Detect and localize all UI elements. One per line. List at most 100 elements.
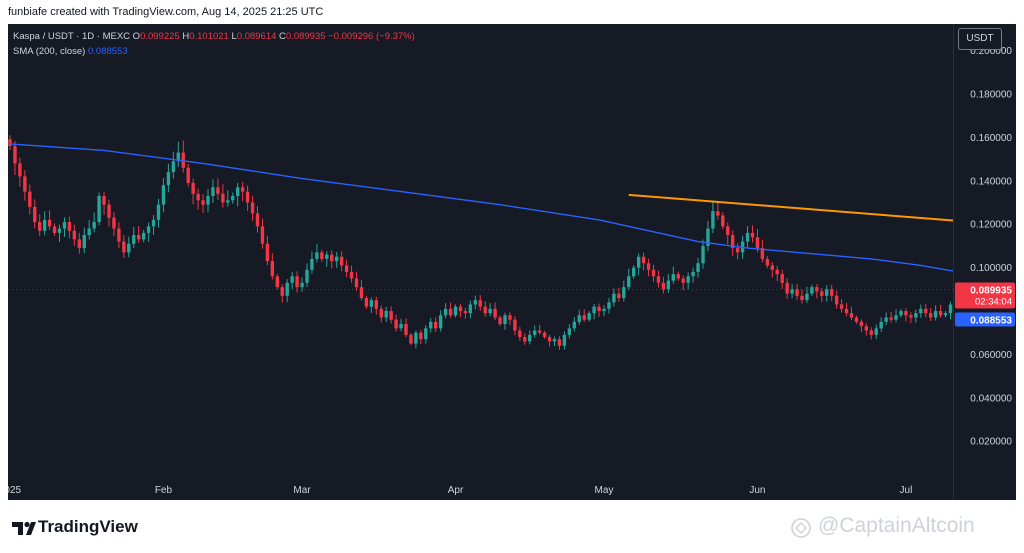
candle-body	[498, 317, 502, 325]
y-tick-label: 0.100000	[970, 263, 1012, 274]
candle-body	[369, 300, 374, 307]
candle-body	[726, 226, 730, 236]
candle-body	[384, 311, 388, 318]
candle-body	[250, 202, 255, 214]
candle-body	[23, 176, 27, 192]
candle-body	[681, 278, 685, 283]
candle-body	[844, 308, 849, 314]
candle-body	[810, 287, 814, 294]
y-tick-label: 0.020000	[970, 437, 1012, 448]
candle-body	[339, 256, 344, 266]
candle-body	[597, 306, 601, 311]
candle-body	[834, 295, 839, 305]
candle-body	[607, 302, 611, 309]
candle-body	[636, 256, 641, 268]
candle-body	[364, 297, 369, 307]
countdown-label: 02:34:04	[975, 296, 1012, 307]
candle-body	[414, 332, 418, 344]
candle-body	[453, 306, 458, 316]
candle-body	[745, 232, 750, 242]
sma-legend[interactable]: SMA (200, close) 0.088553	[13, 46, 128, 57]
chart-panel[interactable]: 2025FebMarAprMayJunJulAugBC 0.2000000.18…	[8, 24, 1016, 500]
sma-value: 0.088553	[87, 46, 128, 57]
candle-body	[765, 258, 770, 266]
open-label: O	[132, 31, 141, 42]
candle-body	[196, 193, 200, 201]
candle-body	[305, 269, 309, 283]
candle-body	[943, 313, 948, 316]
price-scale[interactable]: 0.200000 0.180000 0.160000 0.140000 0.120000…	[953, 24, 1017, 500]
candle-body	[879, 321, 883, 329]
candle-body	[8, 139, 12, 147]
candle-body	[721, 215, 725, 227]
candle-body	[245, 191, 250, 203]
candle-body	[13, 146, 17, 164]
candle-body	[280, 287, 284, 296]
candle-body	[295, 276, 299, 288]
candle-body	[671, 274, 675, 281]
candle-body	[42, 219, 47, 231]
y-tick-label: 0.180000	[970, 90, 1012, 101]
y-tick-label: 0.040000	[970, 393, 1012, 404]
open-value: 0.099225	[140, 31, 180, 42]
candle-body	[285, 282, 289, 296]
candle-body	[933, 311, 938, 318]
candle-body	[656, 276, 661, 283]
candle-body	[651, 269, 656, 277]
candle-body	[448, 308, 453, 316]
candle-body	[884, 317, 888, 322]
ohlc-legend: Kaspa / USDT · 1D · MEXC O0.099225 H0.10…	[13, 31, 415, 42]
candle-body	[122, 241, 126, 253]
candle-body	[641, 256, 646, 264]
currency-button[interactable]: USDT	[958, 28, 1002, 50]
candle-body	[622, 287, 626, 298]
candle-body	[206, 195, 210, 205]
sma-line	[9, 143, 953, 272]
candle-body	[216, 187, 220, 194]
candle-body	[948, 304, 953, 314]
x-tick-label: Feb	[155, 485, 173, 496]
candle-body	[72, 230, 77, 240]
price-plot[interactable]: 2025FebMarAprMayJunJulAugBC	[8, 24, 953, 500]
candle-body	[533, 330, 537, 335]
candle-body	[151, 219, 156, 227]
symbol-label: Kaspa / USDT · 1D · MEXC	[13, 31, 131, 42]
candle-body	[166, 172, 171, 186]
candle-body	[82, 235, 86, 249]
candle-body	[582, 315, 586, 320]
candle-body	[572, 321, 576, 329]
close-label: C	[279, 31, 286, 42]
candle-body	[374, 300, 378, 309]
candle-body	[666, 280, 671, 290]
candle-body	[770, 265, 774, 270]
candle-body	[18, 163, 22, 177]
candle-body	[800, 295, 804, 301]
candle-body	[894, 315, 898, 320]
candle-body	[186, 167, 190, 183]
candle-body	[67, 222, 72, 231]
candle-body	[537, 330, 542, 333]
candle-body	[889, 317, 893, 320]
y-tick-label: 0.120000	[970, 220, 1012, 231]
candle-body	[542, 332, 547, 338]
candle-body	[300, 282, 304, 288]
candle-body	[87, 228, 91, 236]
candle-body	[226, 200, 230, 203]
tradingview-logo-icon[interactable]	[10, 516, 150, 540]
candle-body	[706, 228, 710, 246]
candle-body	[780, 274, 784, 283]
candle-body	[612, 293, 616, 303]
y-tick-label: 0.140000	[970, 176, 1012, 187]
candle-body	[711, 211, 715, 229]
candle-body	[785, 282, 789, 294]
current-price-label: 0.089935	[970, 285, 1012, 296]
x-tick-label: Mar	[293, 485, 311, 496]
candle-body	[38, 222, 42, 231]
candle-body	[62, 222, 67, 229]
candle-body	[92, 222, 96, 229]
y-tick-label: 0.160000	[970, 133, 1012, 144]
candle-body	[132, 235, 136, 244]
candle-body	[404, 324, 408, 335]
candle-body	[112, 217, 116, 229]
candle-body	[701, 245, 705, 264]
